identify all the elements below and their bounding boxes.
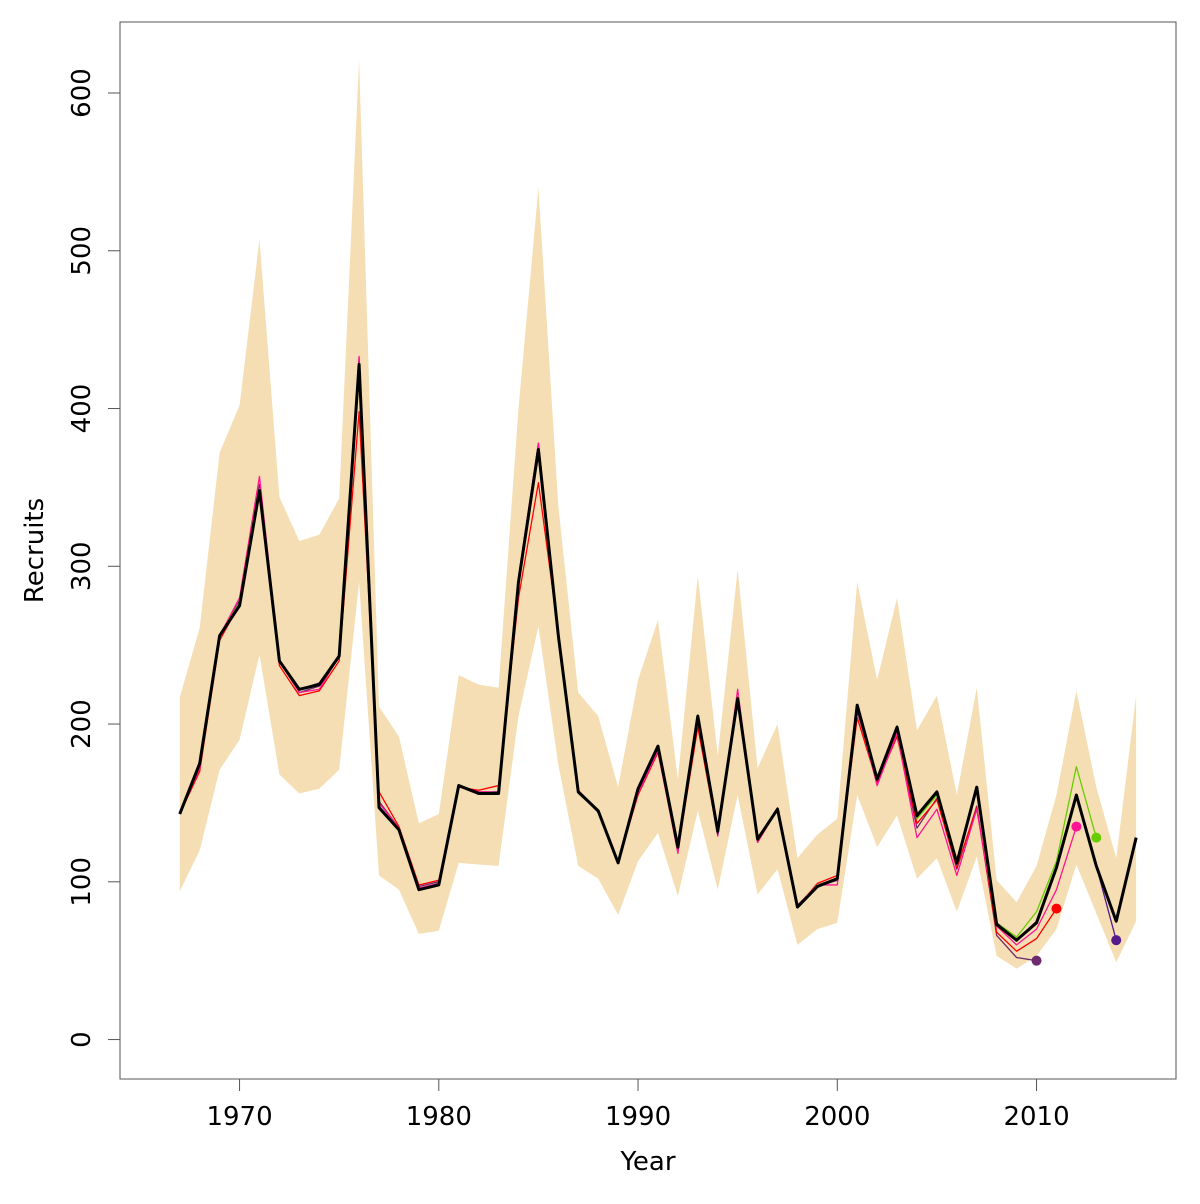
confidence-band-layer	[179, 59, 1137, 969]
y-tick-label: 200	[67, 699, 97, 749]
x-tick-label: 1970	[206, 1102, 272, 1132]
y-tick-label: 500	[67, 226, 97, 276]
y-tick-label: 400	[67, 384, 97, 434]
confidence-band	[179, 59, 1137, 969]
y-tick-label: 600	[67, 68, 97, 118]
x-tick-label: 2010	[1003, 1102, 1069, 1132]
series-endpoint-2010	[1031, 955, 1042, 966]
x-axis: 1970 1980 1990 2000 2010	[206, 1078, 1070, 1132]
x-tick-label: 1980	[406, 1102, 472, 1132]
y-axis: 0 100 200 300 400 500 600	[67, 68, 121, 1048]
y-tick-label: 100	[67, 857, 97, 907]
series-line-2015	[178, 362, 1138, 942]
y-axis-title: Recruits	[20, 498, 50, 603]
x-tick-label: 1990	[605, 1102, 671, 1132]
series-endpoint-2014	[1111, 935, 1122, 946]
series-endpoint-2013	[1091, 832, 1102, 843]
y-tick-label: 0	[67, 1031, 97, 1048]
y-tick-label: 300	[67, 541, 97, 591]
series-endpoint-layer	[1031, 821, 1122, 966]
x-axis-title: Year	[619, 1147, 675, 1177]
series-endpoint-2011	[1051, 903, 1062, 914]
series-line-layer	[178, 355, 1138, 962]
series-endpoint-2012	[1071, 821, 1082, 832]
x-tick-label: 2000	[804, 1102, 870, 1132]
